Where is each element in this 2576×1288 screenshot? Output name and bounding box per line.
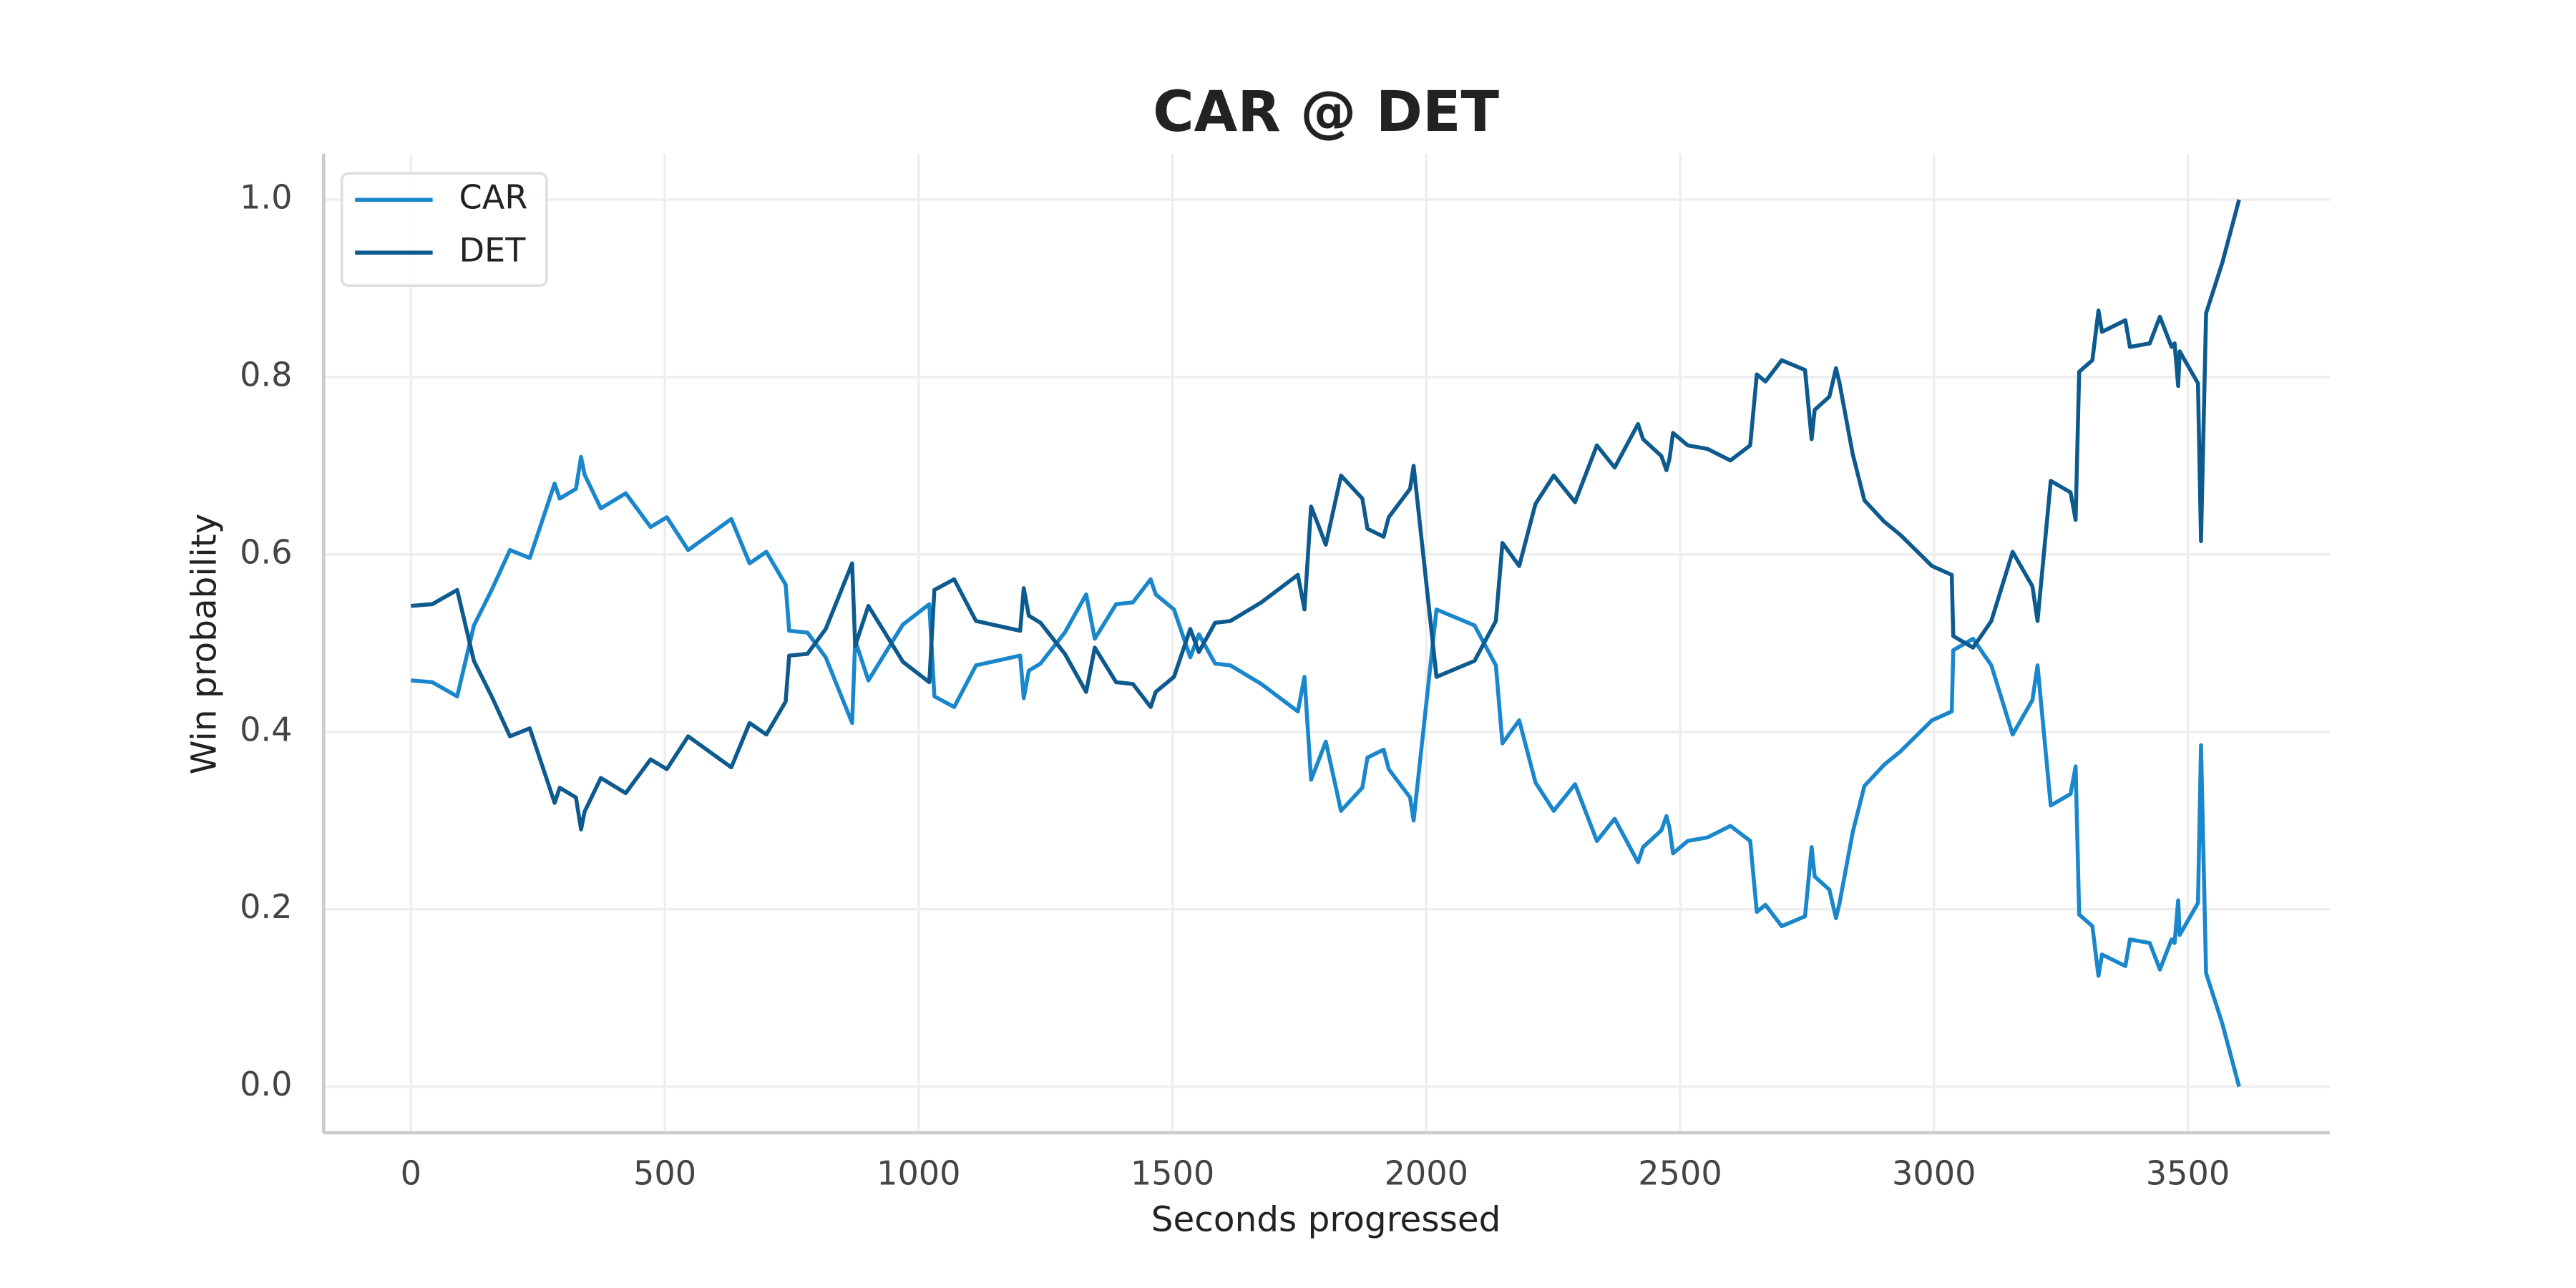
- plot-lines: [411, 199, 2241, 1088]
- x-axis-label: Seconds progressed: [1151, 1200, 1501, 1240]
- legend: CAR DET: [340, 172, 548, 287]
- chart-title: CAR @ DET: [1153, 79, 1499, 145]
- x-tick-label: 2500: [1638, 1154, 1722, 1193]
- grid: 0.0 0.2 0.4 0.6 0.8 1.0 0 500 1000 1500 2000 2500 30…: [240, 153, 2331, 1193]
- y-tick-label: 1.0: [240, 178, 292, 217]
- x-tick-label: 0: [401, 1154, 421, 1193]
- legend-label: DET: [459, 231, 527, 270]
- x-tick-label: 3000: [1892, 1154, 1976, 1193]
- x-tick-label: 1000: [877, 1154, 960, 1193]
- series-line: [411, 454, 2241, 1088]
- y-tick-label: 0.0: [240, 1065, 292, 1103]
- y-axis-label: Win probability: [184, 514, 224, 775]
- y-tick-label: 0.8: [240, 355, 292, 394]
- x-tick-label: 500: [633, 1154, 696, 1193]
- x-tick-label: 1500: [1131, 1154, 1214, 1193]
- x-tick-label: 3500: [2146, 1154, 2230, 1193]
- y-tick-label: 0.6: [240, 532, 292, 571]
- y-tick-label: 0.4: [240, 710, 292, 748]
- x-tick-label: 2000: [1385, 1154, 1468, 1193]
- legend-label: CAR: [459, 178, 528, 217]
- series-line: [411, 199, 2241, 831]
- y-tick-label: 0.2: [240, 887, 292, 926]
